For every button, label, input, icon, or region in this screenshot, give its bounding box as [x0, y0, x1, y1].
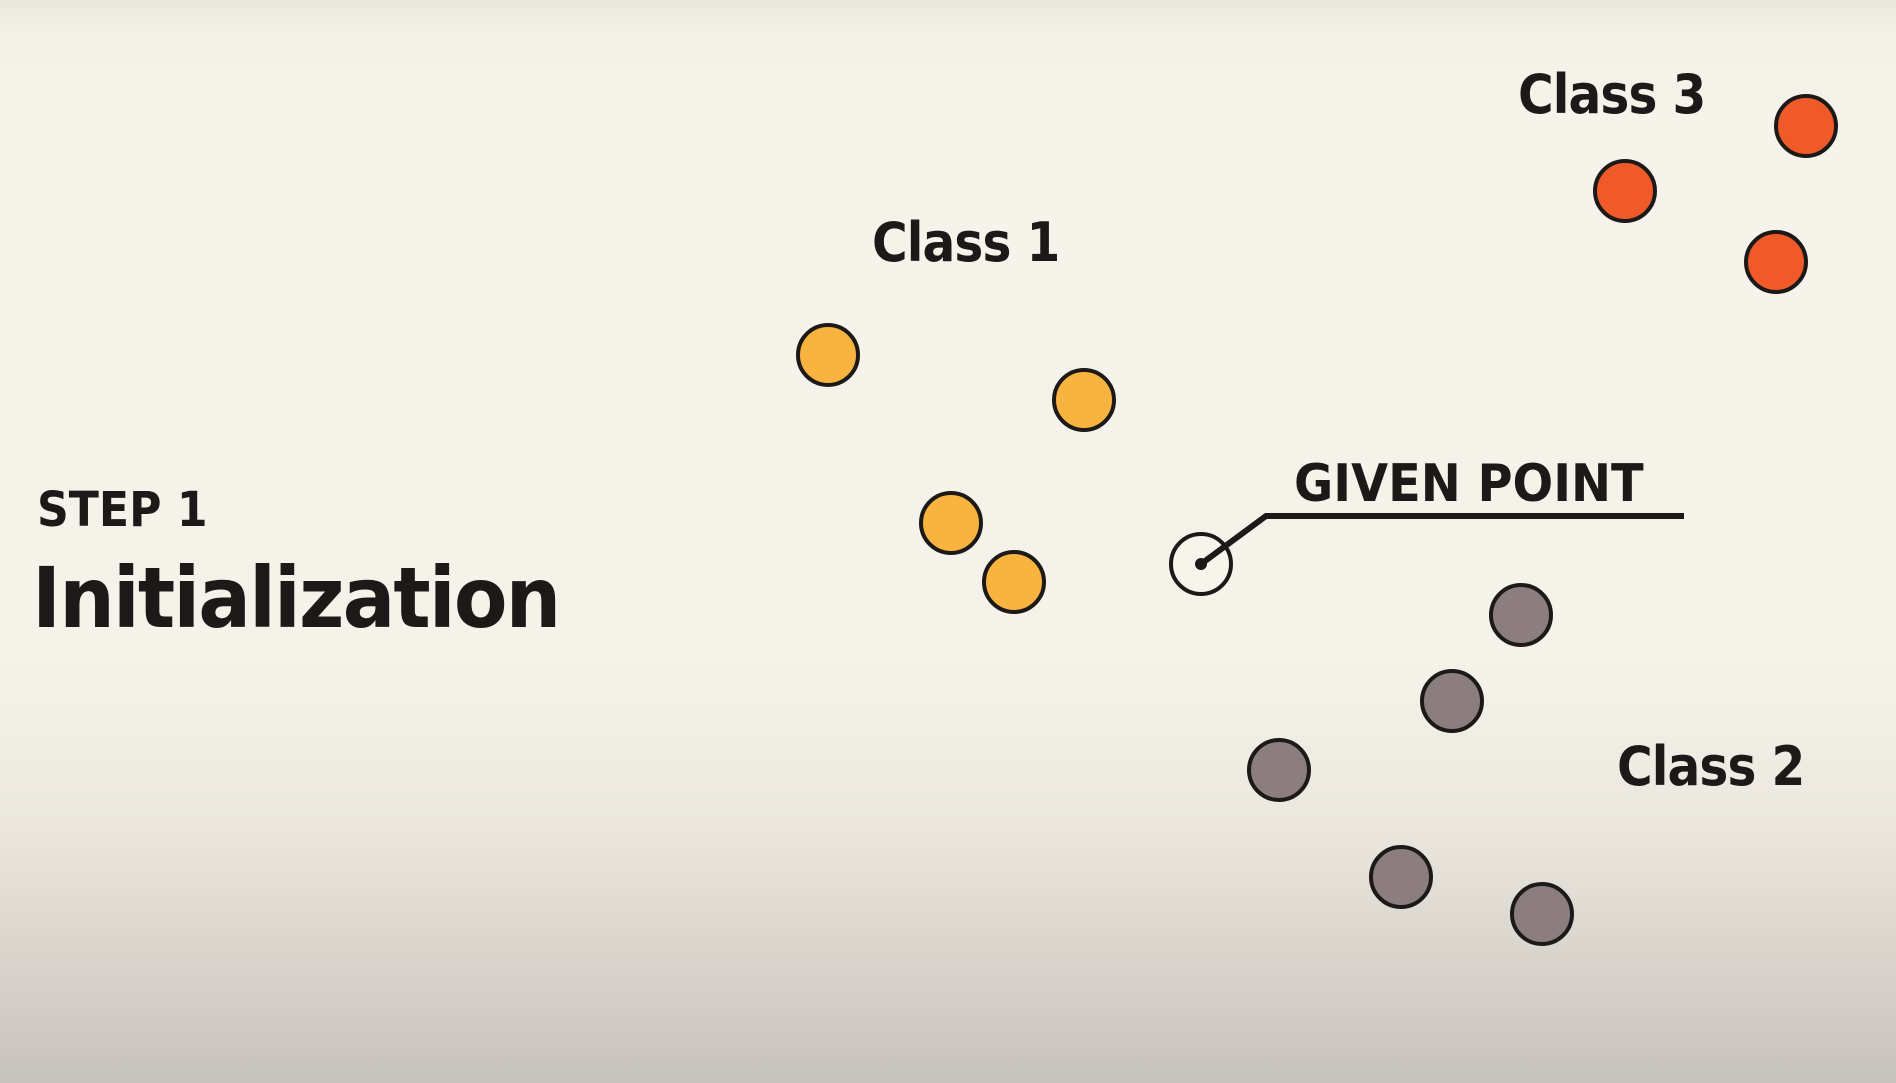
class-1-point — [796, 323, 860, 387]
class-1-point — [982, 550, 1046, 614]
step-title: Initialization — [32, 549, 561, 647]
class-1-point — [1052, 368, 1116, 432]
class-2-point — [1489, 583, 1553, 647]
step-number-label: STEP 1 — [37, 482, 208, 538]
class-2-point — [1369, 845, 1433, 909]
class-1-label: Class 1 — [872, 211, 1060, 274]
class-2-points — [1247, 583, 1574, 946]
class-2-point — [1510, 882, 1574, 946]
class-3-points — [1593, 94, 1838, 294]
class-2-point — [1247, 738, 1311, 802]
given-point-label: GIVEN POINT — [1294, 454, 1644, 514]
class-2-label: Class 2 — [1617, 735, 1805, 798]
class-1-point — [919, 491, 983, 555]
class-3-label: Class 3 — [1518, 63, 1706, 126]
class-1-points — [796, 323, 1116, 614]
class-3-point — [1593, 159, 1657, 223]
given-point — [1169, 513, 1684, 596]
class-3-point — [1744, 230, 1808, 294]
class-3-point — [1774, 94, 1838, 158]
given-point-callout-line — [1199, 513, 1684, 567]
class-2-point — [1420, 669, 1484, 733]
